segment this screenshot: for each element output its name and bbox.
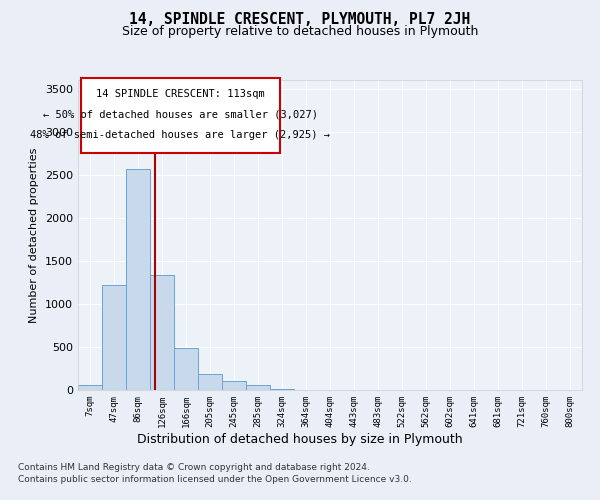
Text: Size of property relative to detached houses in Plymouth: Size of property relative to detached ho…	[122, 25, 478, 38]
Bar	[102, 285, 126, 390]
FancyBboxPatch shape	[80, 78, 280, 153]
Bar	[246, 386, 270, 390]
Bar	[222, 380, 246, 390]
Text: Distribution of detached houses by size in Plymouth: Distribution of detached houses by size …	[137, 432, 463, 446]
Bar	[174, 348, 198, 390]
Bar	[150, 276, 174, 390]
Bar	[78, 385, 102, 390]
Text: 14 SPINDLE CRESCENT: 113sqm: 14 SPINDLE CRESCENT: 113sqm	[95, 90, 265, 100]
Bar	[270, 389, 294, 390]
Text: Contains HM Land Registry data © Crown copyright and database right 2024.: Contains HM Land Registry data © Crown c…	[18, 464, 370, 472]
Text: 48% of semi-detached houses are larger (2,925) →: 48% of semi-detached houses are larger (…	[30, 130, 330, 140]
Text: ← 50% of detached houses are smaller (3,027): ← 50% of detached houses are smaller (3,…	[43, 110, 317, 120]
Text: Contains public sector information licensed under the Open Government Licence v3: Contains public sector information licen…	[18, 475, 412, 484]
Y-axis label: Number of detached properties: Number of detached properties	[29, 148, 40, 322]
Bar	[198, 374, 222, 390]
Bar	[126, 168, 150, 390]
Text: 14, SPINDLE CRESCENT, PLYMOUTH, PL7 2JH: 14, SPINDLE CRESCENT, PLYMOUTH, PL7 2JH	[130, 12, 470, 28]
